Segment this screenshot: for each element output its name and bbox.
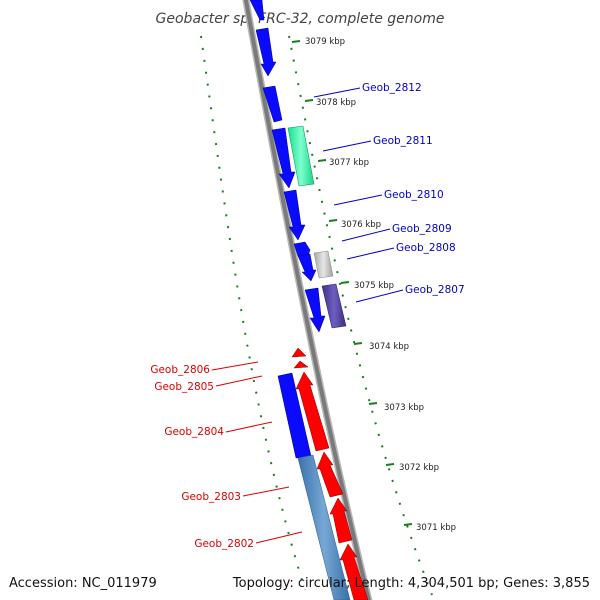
- label-leader: [255, 531, 303, 544]
- kbp-label: 3076 kbp: [341, 220, 381, 230]
- genome-backbone-core: [243, 0, 371, 600]
- reverse-gene[interactable]: [339, 543, 369, 600]
- gene-label-reverse[interactable]: Geob_2804: [164, 426, 224, 438]
- label-leader: [346, 247, 395, 260]
- kbp-marker: 3076 kbp: [328, 219, 381, 230]
- gene-label-forward[interactable]: Geob_2807: [405, 284, 465, 296]
- gene-label-reverse[interactable]: Geob_2805: [154, 381, 214, 393]
- label-leader: [225, 421, 273, 433]
- label-leader: [322, 140, 372, 152]
- forward-gene[interactable]: [249, 0, 265, 21]
- label-leader: [333, 194, 383, 206]
- gene-label-forward[interactable]: Geob_2810: [384, 189, 444, 201]
- gene-label-reverse[interactable]: Geob_2806: [150, 364, 210, 376]
- reverse-gene[interactable]: [329, 497, 353, 544]
- reverse-gene[interactable]: [295, 371, 330, 452]
- kbp-marker: 3073 kbp: [368, 402, 424, 413]
- kbp-label: 3074 kbp: [369, 342, 409, 352]
- forward-genes: [249, 0, 326, 459]
- kbp-marker: 3079 kbp: [291, 37, 345, 47]
- reverse-gene-labels: Geob_2806 Geob_2805 Geob_2804 Geob_2803 …: [150, 361, 303, 550]
- forward-gene[interactable]: [262, 85, 283, 123]
- forward-gene[interactable]: [293, 241, 311, 257]
- label-leader: [313, 87, 361, 98]
- forward-gene-labels: Geob_2812 Geob_2811 Geob_2810 Geob_2809 …: [313, 82, 465, 303]
- kbp-marker: 3072 kbp: [385, 463, 439, 473]
- accession-text: Accession: NC_011979: [9, 576, 157, 591]
- forward-gene[interactable]: [297, 253, 317, 282]
- reverse-gene[interactable]: [293, 360, 309, 369]
- kbp-marker: 3077 kbp: [317, 158, 369, 168]
- kbp-marker: 3071 kbp: [403, 523, 456, 533]
- gene-label-forward[interactable]: Geob_2808: [396, 242, 456, 254]
- forward-gene[interactable]: [283, 189, 306, 241]
- gene-label-reverse[interactable]: Geob_2802: [194, 538, 254, 550]
- kbp-marker: 3078 kbp: [304, 98, 356, 108]
- reverse-gene[interactable]: [316, 451, 344, 498]
- gene-purple[interactable]: [321, 283, 347, 329]
- kbp-markers: 3079 kbp 3078 kbp 3077 kbp 3076 kbp 3075…: [291, 37, 456, 533]
- gene-steel[interactable]: [297, 454, 351, 600]
- forward-gene[interactable]: [304, 287, 326, 333]
- kbp-label: 3075 kbp: [354, 281, 394, 291]
- kbp-label: 3077 kbp: [329, 158, 369, 168]
- kbp-label: 3079 kbp: [305, 37, 345, 47]
- genome-summary: Topology: circular; Length: 4,304,501 bp…: [232, 576, 590, 591]
- kbp-label: 3072 kbp: [399, 463, 439, 473]
- label-leader: [211, 361, 259, 371]
- kbp-label: 3078 kbp: [316, 98, 356, 108]
- reverse-genes: [291, 347, 369, 600]
- kbp-marker: 3074 kbp: [353, 342, 409, 352]
- map-title: Geobacter sp. FRC-32, complete genome: [156, 11, 445, 27]
- kbp-marker: 3075 kbp: [340, 281, 394, 291]
- kbp-label: 3073 kbp: [384, 403, 424, 413]
- gene-label-reverse[interactable]: Geob_2803: [181, 491, 241, 503]
- gene-label-forward[interactable]: Geob_2811: [373, 135, 433, 147]
- reverse-gene[interactable]: [291, 347, 307, 358]
- forward-gene[interactable]: [255, 27, 277, 77]
- outer-tick-ring: [288, 35, 433, 596]
- gene-label-forward[interactable]: Geob_2809: [392, 223, 452, 235]
- inner-tick-ring: [200, 35, 306, 591]
- label-leader: [215, 375, 263, 387]
- label-leader: [242, 486, 290, 497]
- forward-gene[interactable]: [271, 127, 296, 189]
- gene-grey[interactable]: [313, 250, 334, 279]
- label-leader: [355, 289, 404, 303]
- gene-green[interactable]: [287, 125, 315, 187]
- label-leader: [341, 228, 391, 242]
- gene-label-forward[interactable]: Geob_2812: [362, 82, 422, 94]
- kbp-label: 3071 kbp: [416, 523, 456, 533]
